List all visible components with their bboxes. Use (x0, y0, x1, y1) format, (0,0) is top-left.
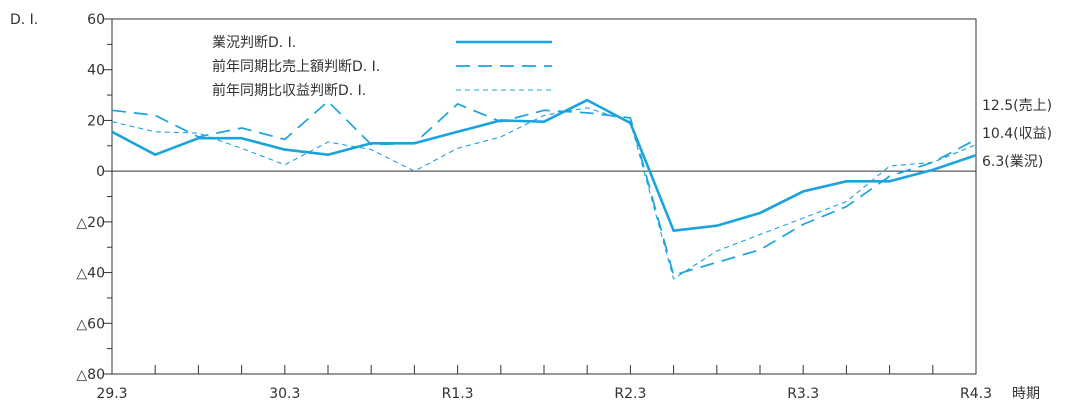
end-value-label: 6.3(業況) (982, 154, 1043, 170)
y-tick-label: △80 (76, 367, 105, 383)
y-tick-label: 20 (87, 113, 105, 129)
y-tick-label: △60 (76, 316, 105, 332)
series-line-1 (111, 98, 977, 232)
y-tick-label: △40 (76, 266, 105, 282)
series-line-2 (111, 100, 977, 276)
end-value-label: 10.4(収益) (982, 126, 1052, 142)
legend-label-2: 前年同期比売上額判断D. I. (212, 58, 380, 75)
y-tick-label: △20 (76, 215, 105, 231)
x-tick-label: 29.3 (96, 386, 127, 402)
series-line-3 (111, 107, 977, 280)
x-axis-label: 時期 (1012, 386, 1040, 402)
legend-label-1: 業況判断D. I. (212, 35, 296, 51)
x-tick-label: R4.3 (960, 386, 992, 402)
y-tick-label: 0 (96, 164, 105, 180)
y-axis-label: D. I. (10, 12, 38, 28)
x-tick-label: 30.3 (269, 386, 300, 402)
end-value-label: 12.5(売上) (982, 98, 1052, 114)
x-tick-label: R2.3 (614, 386, 646, 402)
legend-label-3: 前年同期比収益判断D. I. (212, 82, 366, 99)
x-tick-label: R3.3 (787, 386, 819, 402)
y-tick-label: 60 (87, 12, 105, 28)
x-tick-label: R1.3 (442, 386, 474, 402)
y-tick-label: 40 (87, 63, 105, 79)
